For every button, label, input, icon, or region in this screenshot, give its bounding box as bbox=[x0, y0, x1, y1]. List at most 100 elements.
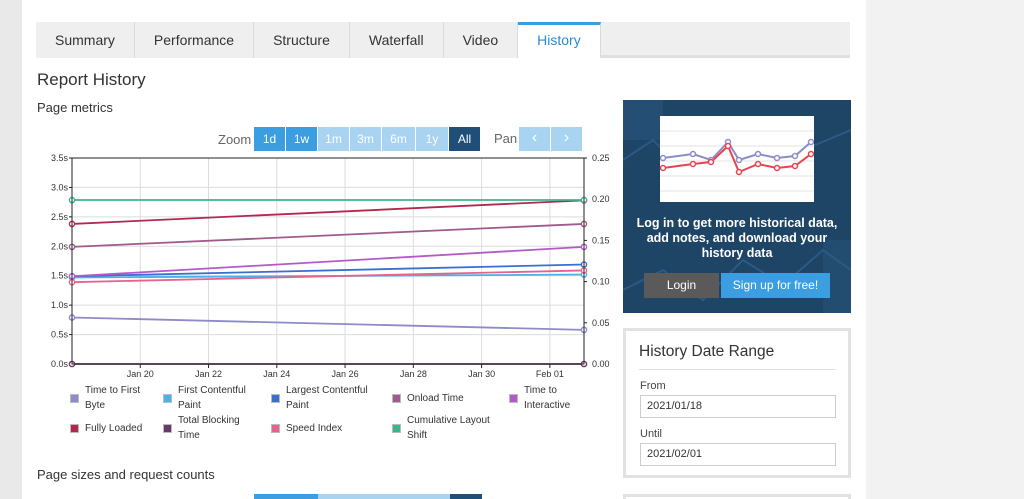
legend-label: Cumulative Layout Shift bbox=[407, 415, 490, 441]
page-title: Report History bbox=[37, 70, 146, 89]
x-axis-tick-label: Feb 01 bbox=[536, 369, 564, 378]
legend-item-onload[interactable]: Onload Time bbox=[392, 391, 502, 406]
section-title-page-metrics: Page metrics bbox=[37, 100, 113, 115]
legend-swatch bbox=[392, 394, 401, 403]
pan-controls: ‹ › bbox=[519, 127, 583, 151]
legend-swatch bbox=[392, 423, 401, 433]
legend-item-tti[interactable]: Time to Interactive bbox=[509, 383, 594, 413]
signup-button[interactable]: Sign up for free! bbox=[721, 273, 830, 298]
from-date-input[interactable]: 2021/01/18 bbox=[640, 395, 836, 418]
series-line bbox=[71, 199, 585, 225]
series-line bbox=[71, 263, 585, 278]
legend-item-fcp[interactable]: First Contentful Paint bbox=[163, 383, 263, 413]
right-axis-tick-label: 0.05 bbox=[592, 318, 610, 328]
x-axis-tick-label: Jan 30 bbox=[468, 369, 495, 378]
section-title-page-sizes: Page sizes and request counts bbox=[37, 467, 215, 482]
x-axis-tick-label: Jan 26 bbox=[332, 369, 359, 378]
legend-swatch bbox=[163, 423, 172, 433]
legend-item-cls[interactable]: Cumulative Layout Shift bbox=[392, 413, 502, 443]
left-axis-tick-label: 3.5s bbox=[51, 153, 69, 163]
next-sidebar-box bbox=[623, 494, 851, 499]
zoom-all-button[interactable]: All bbox=[449, 127, 481, 151]
x-axis-ticks: Jan 20 Jan 22 Jan 24 Jan 26 Jan 28 Jan 30 Feb … bbox=[127, 364, 564, 378]
date-range-title: History Date Range bbox=[639, 343, 775, 360]
left-axis-tick-label: 1.5s bbox=[51, 271, 69, 281]
promo-chart-illustration bbox=[659, 116, 815, 202]
promo-message: Log in to get more historical data, add … bbox=[636, 216, 838, 260]
zoom-1d-button[interactable]: 1d bbox=[254, 127, 286, 151]
until-date-input[interactable]: 2021/02/01 bbox=[640, 443, 836, 466]
report-tabs: Summary Performance Structure Waterfall … bbox=[36, 22, 850, 58]
legend-label: Speed Index bbox=[286, 423, 343, 434]
page-metrics-chart[interactable]: 0.0s 0.5s 1.0s 1.5s 2.0s 2.5s 3.0s 3.5s 0.00 0.0… bbox=[22, 148, 622, 378]
left-axis-tick-label: 2.5s bbox=[51, 212, 69, 222]
legend-label: Time to First Byte bbox=[85, 385, 141, 411]
legend-swatch bbox=[271, 393, 280, 403]
legend-label: Time to Interactive bbox=[524, 385, 571, 411]
zoom-3m-button[interactable]: 3m bbox=[350, 127, 382, 151]
series-line bbox=[71, 316, 585, 331]
tab-structure[interactable]: Structure bbox=[254, 22, 350, 58]
chart-legend: Time to First Byte First Contentful Pain… bbox=[70, 383, 590, 445]
left-axis-tick-label: 0.0s bbox=[51, 359, 69, 369]
zoom-6m-button[interactable]: 6m bbox=[382, 127, 416, 151]
zoom-controls: 1d 1w 1m 3m 6m 1y All bbox=[254, 127, 481, 151]
tab-history[interactable]: History bbox=[518, 22, 601, 58]
zoom-stub-selected[interactable] bbox=[450, 494, 482, 499]
pan-right-button[interactable]: › bbox=[551, 127, 583, 151]
left-axis-tick-label: 0.5s bbox=[51, 330, 69, 340]
legend-item-fully-loaded[interactable]: Fully Loaded bbox=[70, 421, 160, 436]
zoom-stub[interactable] bbox=[318, 494, 450, 499]
legend-item-lcp[interactable]: Largest Contentful Paint bbox=[271, 383, 381, 413]
chart-series bbox=[68, 196, 588, 368]
until-label: Until bbox=[640, 428, 663, 440]
right-axis-tick-label: 0.10 bbox=[592, 277, 610, 287]
legend-item-speed-index[interactable]: Speed Index bbox=[271, 421, 371, 436]
x-axis-tick-label: Jan 28 bbox=[400, 369, 427, 378]
from-label: From bbox=[640, 380, 666, 392]
left-axis-tick-label: 2.0s bbox=[51, 241, 69, 251]
left-axis-tick-label: 1.0s bbox=[51, 300, 69, 310]
history-date-range: History Date Range From 2021/01/18 Until… bbox=[623, 328, 851, 478]
zoom-label: Zoom bbox=[218, 132, 252, 147]
legend-swatch bbox=[509, 393, 518, 403]
legend-swatch bbox=[271, 424, 280, 433]
legend-swatch bbox=[70, 424, 79, 433]
tab-waterfall[interactable]: Waterfall bbox=[349, 22, 444, 58]
left-axis-ticks: 0.0s 0.5s 1.0s 1.5s 2.0s 2.5s 3.0s 3.5s bbox=[51, 153, 72, 369]
series-line bbox=[71, 223, 585, 248]
zoom-1m-button[interactable]: 1m bbox=[318, 127, 350, 151]
right-axis-tick-label: 0.20 bbox=[592, 194, 610, 204]
right-axis-tick-label: 0.00 bbox=[592, 359, 610, 369]
legend-item-ttfb[interactable]: Time to First Byte bbox=[70, 383, 160, 413]
x-axis-tick-label: Jan 22 bbox=[195, 369, 222, 378]
legend-label: First Contentful Paint bbox=[178, 385, 246, 411]
right-gutter bbox=[866, 0, 1024, 499]
right-axis-tick-label: 0.15 bbox=[592, 235, 610, 245]
page-sizes-zoom-controls bbox=[254, 494, 482, 499]
legend-label: Onload Time bbox=[407, 393, 464, 404]
pan-left-button[interactable]: ‹ bbox=[519, 127, 551, 151]
zoom-1w-button[interactable]: 1w bbox=[286, 127, 318, 151]
legend-item-tbt[interactable]: Total Blocking Time bbox=[163, 413, 253, 443]
left-gutter bbox=[0, 0, 22, 499]
legend-label: Fully Loaded bbox=[85, 423, 143, 434]
right-axis-ticks: 0.00 0.05 0.10 0.15 0.20 0.25 bbox=[584, 153, 610, 369]
login-button[interactable]: Login bbox=[644, 273, 719, 298]
login-promo: Log in to get more historical data, add … bbox=[623, 100, 851, 313]
tab-summary[interactable]: Summary bbox=[36, 22, 135, 58]
series-line bbox=[71, 269, 585, 284]
pan-label: Pan bbox=[494, 131, 518, 146]
x-axis-tick-label: Jan 20 bbox=[127, 369, 154, 378]
zoom-stub-on[interactable] bbox=[254, 494, 318, 499]
date-range-divider bbox=[639, 369, 835, 370]
zoom-1y-button[interactable]: 1y bbox=[416, 127, 449, 151]
plot-frame bbox=[71, 157, 585, 365]
legend-label: Largest Contentful Paint bbox=[286, 385, 368, 411]
series-line bbox=[71, 245, 585, 278]
legend-swatch bbox=[70, 393, 79, 403]
legend-label: Total Blocking Time bbox=[178, 415, 240, 441]
tab-performance[interactable]: Performance bbox=[134, 22, 255, 58]
left-axis-tick-label: 3.0s bbox=[51, 182, 69, 192]
tab-video[interactable]: Video bbox=[443, 22, 519, 58]
